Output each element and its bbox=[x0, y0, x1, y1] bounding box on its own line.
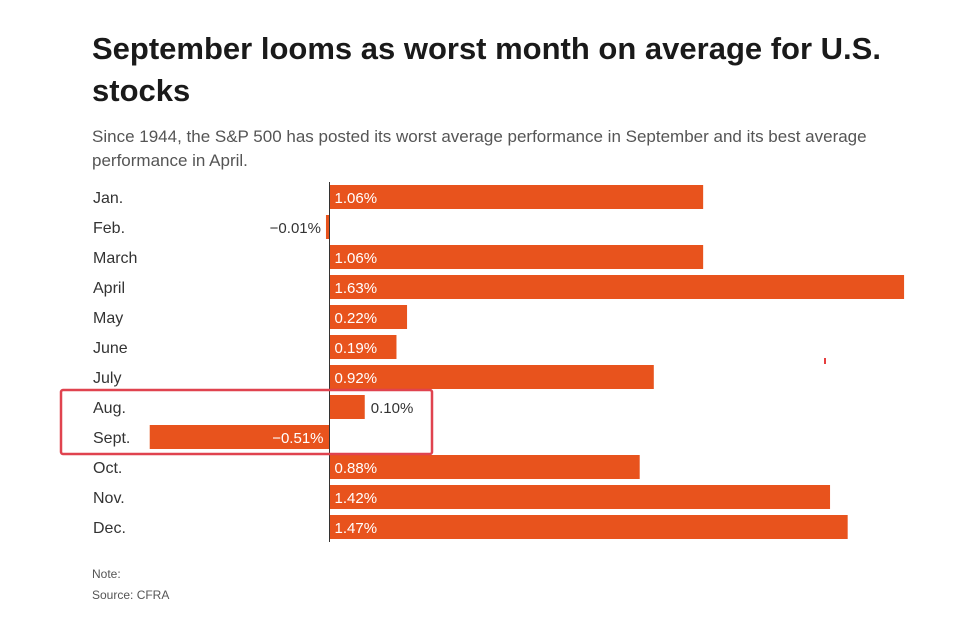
value-label: −0.01% bbox=[270, 220, 321, 237]
bar bbox=[329, 515, 848, 539]
stray-mark bbox=[824, 358, 826, 364]
category-label: March bbox=[93, 250, 137, 267]
value-label: 0.92% bbox=[335, 370, 378, 387]
category-label: Feb. bbox=[93, 220, 125, 237]
chart-subtitle: Since 1944, the S&P 500 has posted its w… bbox=[92, 127, 867, 170]
category-label: Aug. bbox=[93, 400, 126, 417]
value-label: 1.63% bbox=[335, 280, 378, 297]
bar bbox=[329, 185, 704, 209]
bar bbox=[329, 395, 365, 419]
bar-chart: Jan. 1.06% Feb. −0.01% March 1.06% April 1.63% M… bbox=[59, 182, 905, 542]
bar bbox=[329, 305, 408, 329]
value-label: 0.22% bbox=[335, 310, 378, 327]
category-label: Nov. bbox=[93, 490, 125, 507]
category-label: June bbox=[93, 340, 128, 357]
value-label: 0.88% bbox=[335, 460, 378, 477]
category-label: April bbox=[93, 280, 125, 297]
category-label: Sept. bbox=[93, 430, 130, 447]
category-label: Dec. bbox=[93, 520, 126, 537]
value-label: 1.47% bbox=[335, 520, 378, 537]
highlight-box bbox=[59, 388, 434, 456]
chart-source: Source: CFRA bbox=[92, 588, 170, 602]
bar bbox=[329, 455, 640, 479]
chart-note: Note: bbox=[92, 567, 121, 581]
bar bbox=[329, 335, 397, 359]
bar bbox=[329, 365, 654, 389]
value-label: 0.10% bbox=[371, 400, 414, 417]
category-label: Oct. bbox=[93, 460, 122, 477]
value-label: −0.51% bbox=[272, 430, 323, 447]
bar bbox=[325, 215, 330, 239]
bar bbox=[329, 485, 831, 509]
value-label: 1.42% bbox=[335, 490, 378, 507]
category-label: May bbox=[93, 310, 123, 327]
value-label: 1.06% bbox=[335, 250, 378, 267]
category-label: July bbox=[93, 370, 121, 387]
bar bbox=[329, 275, 905, 299]
value-label: 0.19% bbox=[335, 340, 378, 357]
value-label: 1.06% bbox=[335, 190, 378, 207]
chart-title: September looms as worst month on averag… bbox=[92, 31, 881, 108]
bar bbox=[329, 245, 704, 269]
category-label: Jan. bbox=[93, 190, 123, 207]
bar bbox=[149, 425, 330, 449]
